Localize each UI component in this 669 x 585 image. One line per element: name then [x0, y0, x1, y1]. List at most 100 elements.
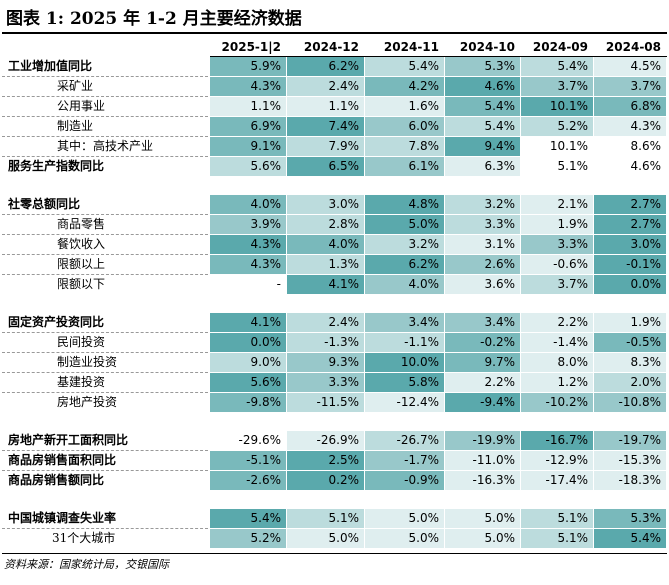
table-cell: 7.9%: [287, 137, 364, 156]
table-cell: 5.6%: [210, 373, 286, 392]
table-cell: -0.2%: [445, 333, 520, 352]
table-cell: -16.7%: [521, 431, 593, 450]
table-cell: 2.6%: [445, 255, 520, 274]
table-cell: 5.0%: [287, 529, 364, 548]
table-cell: -1.7%: [365, 451, 444, 470]
table-cell: 4.0%: [210, 195, 286, 214]
table-cell: 3.7%: [521, 77, 593, 96]
table-cell: 3.0%: [594, 235, 666, 254]
table-cell: -1.1%: [365, 333, 444, 352]
table-cell: 1.2%: [521, 373, 593, 392]
table-cell: 4.1%: [287, 275, 364, 294]
row-label: 限额以上: [57, 257, 106, 271]
row-separator: [2, 274, 208, 275]
table-cell: 0.0%: [210, 333, 286, 352]
table-cell: 6.8%: [594, 97, 666, 116]
row-separator: [2, 254, 208, 255]
column-header-2: 2024-11: [383, 40, 439, 54]
table-cell: -18.3%: [594, 471, 666, 490]
table-cell: 5.4%: [445, 97, 520, 116]
table-cell: 4.3%: [210, 235, 286, 254]
row-separator: [2, 116, 208, 117]
table-cell: -19.9%: [445, 431, 520, 450]
table-cell: 3.1%: [445, 235, 520, 254]
row-label: 工业增加值同比: [8, 59, 93, 73]
table-cell: 4.3%: [210, 255, 286, 274]
table-cell: 5.0%: [365, 529, 444, 548]
table-cell: 3.2%: [365, 235, 444, 254]
table-cell: 0.0%: [594, 275, 666, 294]
table-cell: 5.1%: [521, 529, 593, 548]
bottom-divider: [2, 553, 667, 554]
table-cell: 9.0%: [210, 353, 286, 372]
table-cell: -12.9%: [521, 451, 593, 470]
table-cell: 2.7%: [594, 215, 666, 234]
table-cell: 5.4%: [521, 57, 593, 76]
column-header-4: 2024-09: [532, 40, 588, 54]
row-separator: [2, 214, 208, 215]
row-label: 基建投资: [57, 375, 106, 389]
header-divider: [210, 56, 667, 57]
table-cell: 5.0%: [365, 509, 444, 528]
table-cell: -2.6%: [210, 471, 286, 490]
table-cell: 5.2%: [210, 529, 286, 548]
row-separator: [2, 372, 208, 373]
table-cell: 3.0%: [287, 195, 364, 214]
row-separator: [2, 156, 208, 157]
table-cell: 2.8%: [287, 215, 364, 234]
table-cell: 5.1%: [287, 509, 364, 528]
table-cell: 5.1%: [521, 157, 593, 176]
table-cell: 3.7%: [594, 77, 666, 96]
table-cell: 2.1%: [521, 195, 593, 214]
table-cell: 8.0%: [521, 353, 593, 372]
table-cell: -19.7%: [594, 431, 666, 450]
table-cell: 5.6%: [210, 157, 286, 176]
row-separator: [2, 470, 208, 471]
title-divider: [2, 32, 667, 34]
row-label: 公用事业: [57, 99, 106, 113]
table-cell: -11.5%: [287, 393, 364, 412]
table-cell: -10.8%: [594, 393, 666, 412]
table-cell: 8.3%: [594, 353, 666, 372]
row-separator: [2, 136, 208, 137]
table-cell: 5.3%: [445, 57, 520, 76]
column-header-0: 2025-1|2: [221, 40, 281, 54]
row-label: 商品零售: [57, 217, 106, 231]
table-cell: 4.8%: [365, 195, 444, 214]
table-cell: 1.1%: [287, 97, 364, 116]
table-cell: 10.1%: [521, 137, 593, 156]
table-cell: 3.2%: [445, 195, 520, 214]
table-cell: 4.1%: [210, 313, 286, 332]
table-cell: -11.0%: [445, 451, 520, 470]
table-cell: 4.3%: [210, 77, 286, 96]
table-cell: 6.1%: [365, 157, 444, 176]
table-cell: 5.4%: [445, 117, 520, 136]
table-cell: 8.6%: [594, 137, 666, 156]
table-cell: 5.3%: [594, 509, 666, 528]
row-label: 制造业: [57, 119, 94, 133]
table-cell: -0.5%: [594, 333, 666, 352]
table-cell: 3.3%: [287, 373, 364, 392]
row-label: 民间投资: [57, 335, 106, 349]
table-cell: -1.4%: [521, 333, 593, 352]
page-title: 图表 1: 2025 年 1-2 月主要经济数据: [6, 9, 302, 29]
table-cell: 1.9%: [521, 215, 593, 234]
column-header-3: 2024-10: [459, 40, 515, 54]
table-cell: 6.0%: [365, 117, 444, 136]
table-cell: 1.6%: [365, 97, 444, 116]
column-header-5: 2024-08: [605, 40, 661, 54]
table-cell: 4.0%: [287, 235, 364, 254]
row-separator: [2, 332, 208, 333]
row-label: 制造业投资: [57, 355, 118, 369]
table-cell: -26.9%: [287, 431, 364, 450]
row-label: 房地产投资: [57, 395, 118, 409]
row-label: 31个大城市: [52, 531, 116, 545]
row-separator: [2, 392, 208, 393]
row-separator: [2, 528, 208, 529]
row-label: 餐饮收入: [57, 237, 106, 251]
table-cell: 4.0%: [365, 275, 444, 294]
table-cell: 5.8%: [365, 373, 444, 392]
table-cell: 7.8%: [365, 137, 444, 156]
row-separator: [2, 96, 208, 97]
table-cell: -9.8%: [210, 393, 286, 412]
